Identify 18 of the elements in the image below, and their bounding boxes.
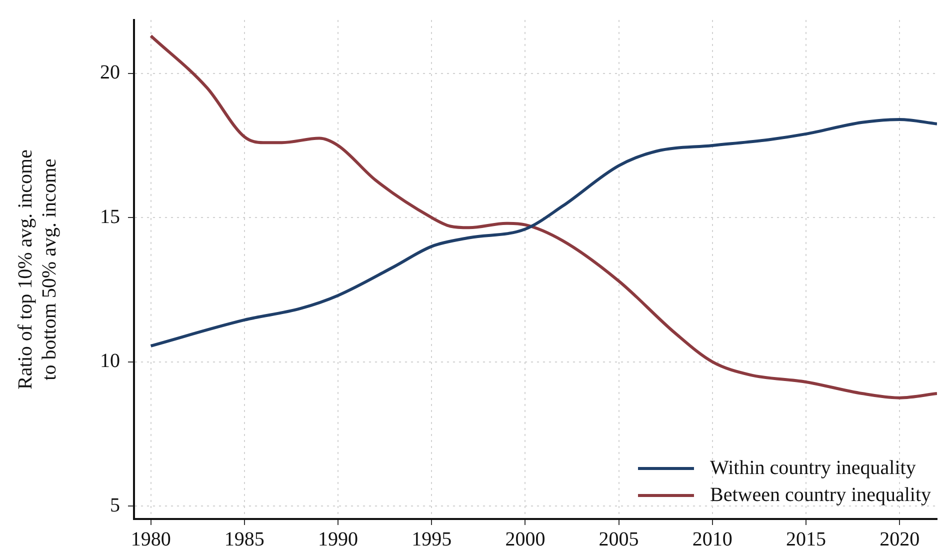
x-tick-label: 2005 xyxy=(598,528,639,550)
y-tick-label: 15 xyxy=(100,206,120,228)
y-axis-title: Ratio of top 10% avg. income to bottom 50% avg. income xyxy=(14,149,60,390)
x-tick-label: 2020 xyxy=(880,528,920,550)
x-tick-label: 1995 xyxy=(412,528,452,550)
x-tick-label: 2010 xyxy=(692,528,732,550)
line-series xyxy=(149,118,937,348)
line-series xyxy=(149,34,937,400)
x-tick-label: 1985 xyxy=(224,528,264,550)
legend-label: Between country inequality xyxy=(710,484,932,507)
x-tick-label: 2000 xyxy=(505,528,546,550)
x-tick-label: 1980 xyxy=(130,528,171,550)
y-tick-label: 10 xyxy=(100,350,120,372)
y-tick-label: 5 xyxy=(110,494,120,516)
y-tick-label: 20 xyxy=(100,62,120,84)
x-tick-label: 2015 xyxy=(786,528,826,550)
x-tick-label: 1990 xyxy=(318,528,358,550)
legend-label: Within country inequality xyxy=(710,457,916,480)
